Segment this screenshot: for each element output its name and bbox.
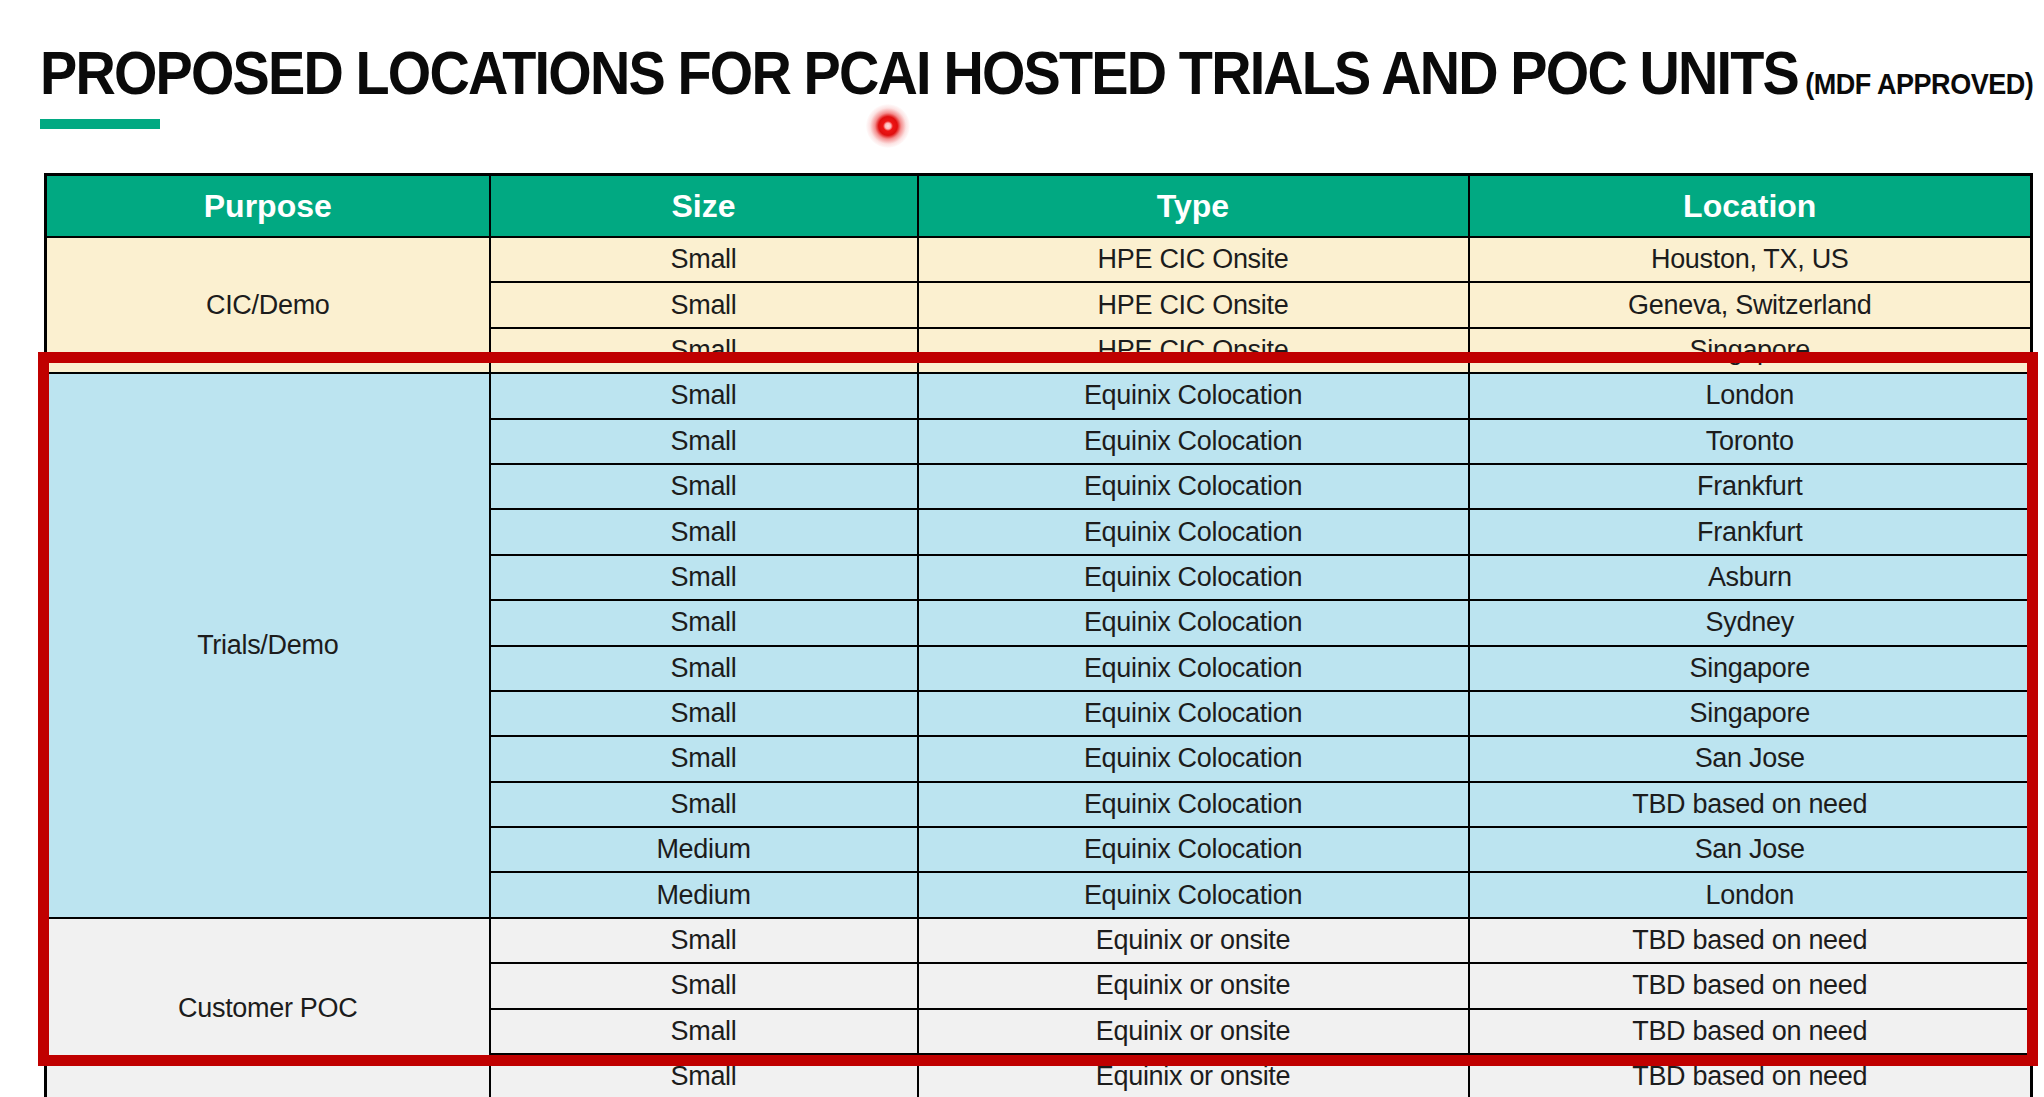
type-cell: Equinix Colocation bbox=[918, 555, 1469, 600]
size-cell: Small bbox=[490, 373, 918, 418]
column-header-type: Type bbox=[918, 175, 1469, 238]
column-header-purpose: Purpose bbox=[46, 175, 490, 238]
type-cell: Equinix Colocation bbox=[918, 872, 1469, 917]
type-cell: Equinix Colocation bbox=[918, 600, 1469, 645]
size-cell: Small bbox=[490, 963, 918, 1008]
type-cell: Equinix Colocation bbox=[918, 373, 1469, 418]
table-row: CIC/DemoSmallHPE CIC OnsiteHouston, TX, … bbox=[46, 237, 2032, 282]
size-cell: Small bbox=[490, 691, 918, 736]
table-row: Trials/DemoSmallEquinix ColocationLondon bbox=[46, 373, 2032, 418]
page-title-suffix: (MDF APPROVED) bbox=[1805, 67, 2033, 100]
location-cell: Singapore bbox=[1469, 646, 2032, 691]
location-cell: Frankfurt bbox=[1469, 464, 2032, 509]
size-cell: Small bbox=[490, 736, 918, 781]
type-cell: HPE CIC Onsite bbox=[918, 328, 1469, 373]
type-cell: Equinix Colocation bbox=[918, 464, 1469, 509]
location-cell: TBD based on need bbox=[1469, 1009, 2032, 1054]
location-cell: Sydney bbox=[1469, 600, 2032, 645]
column-header-location: Location bbox=[1469, 175, 2032, 238]
page-title: PROPOSED LOCATIONS FOR PCAI HOSTED TRIAL… bbox=[40, 40, 2033, 105]
size-cell: Medium bbox=[490, 872, 918, 917]
locations-table-wrap: Purpose Size Type Location CIC/DemoSmall… bbox=[44, 173, 2033, 1097]
type-cell: Equinix Colocation bbox=[918, 736, 1469, 781]
laser-pointer-icon bbox=[866, 104, 910, 148]
table-header-row: Purpose Size Type Location bbox=[46, 175, 2032, 238]
location-cell: London bbox=[1469, 373, 2032, 418]
purpose-cell: CIC/Demo bbox=[46, 237, 490, 373]
location-cell: Singapore bbox=[1469, 691, 2032, 736]
location-cell: Frankfurt bbox=[1469, 509, 2032, 554]
location-cell: TBD based on need bbox=[1469, 782, 2032, 827]
type-cell: Equinix or onsite bbox=[918, 963, 1469, 1008]
location-cell: Geneva, Switzerland bbox=[1469, 282, 2032, 327]
column-header-size: Size bbox=[490, 175, 918, 238]
type-cell: Equinix Colocation bbox=[918, 782, 1469, 827]
size-cell: Small bbox=[490, 1009, 918, 1054]
location-cell: Houston, TX, US bbox=[1469, 237, 2032, 282]
title-accent-bar bbox=[40, 119, 160, 129]
location-cell: TBD based on need bbox=[1469, 918, 2032, 963]
size-cell: Medium bbox=[490, 827, 918, 872]
location-cell: TBD based on need bbox=[1469, 1054, 2032, 1097]
table-row: Customer POCSmallEquinix or onsiteTBD ba… bbox=[46, 918, 2032, 963]
type-cell: Equinix or onsite bbox=[918, 1009, 1469, 1054]
type-cell: Equinix Colocation bbox=[918, 691, 1469, 736]
location-cell: Singapore bbox=[1469, 328, 2032, 373]
location-cell: Asburn bbox=[1469, 555, 2032, 600]
location-cell: Toronto bbox=[1469, 419, 2032, 464]
size-cell: Small bbox=[490, 419, 918, 464]
type-cell: Equinix Colocation bbox=[918, 827, 1469, 872]
size-cell: Small bbox=[490, 1054, 918, 1097]
slide: { "page": { "title": "PROPOSED LOCATIONS… bbox=[0, 0, 2044, 1097]
type-cell: Equinix Colocation bbox=[918, 419, 1469, 464]
type-cell: Equinix or onsite bbox=[918, 918, 1469, 963]
page-title-text: PROPOSED LOCATIONS FOR PCAI HOSTED TRIAL… bbox=[40, 38, 1798, 107]
size-cell: Small bbox=[490, 918, 918, 963]
type-cell: Equinix Colocation bbox=[918, 509, 1469, 554]
purpose-cell: Customer POC bbox=[46, 918, 490, 1097]
size-cell: Small bbox=[490, 782, 918, 827]
type-cell: HPE CIC Onsite bbox=[918, 282, 1469, 327]
size-cell: Small bbox=[490, 282, 918, 327]
size-cell: Small bbox=[490, 464, 918, 509]
location-cell: TBD based on need bbox=[1469, 963, 2032, 1008]
location-cell: San Jose bbox=[1469, 827, 2032, 872]
size-cell: Small bbox=[490, 646, 918, 691]
size-cell: Small bbox=[490, 237, 918, 282]
size-cell: Small bbox=[490, 509, 918, 554]
purpose-cell: Trials/Demo bbox=[46, 373, 490, 918]
type-cell: Equinix Colocation bbox=[918, 646, 1469, 691]
type-cell: HPE CIC Onsite bbox=[918, 237, 1469, 282]
location-cell: San Jose bbox=[1469, 736, 2032, 781]
size-cell: Small bbox=[490, 555, 918, 600]
size-cell: Small bbox=[490, 600, 918, 645]
type-cell: Equinix or onsite bbox=[918, 1054, 1469, 1097]
size-cell: Small bbox=[490, 328, 918, 373]
locations-table: Purpose Size Type Location CIC/DemoSmall… bbox=[44, 173, 2033, 1097]
location-cell: London bbox=[1469, 872, 2032, 917]
